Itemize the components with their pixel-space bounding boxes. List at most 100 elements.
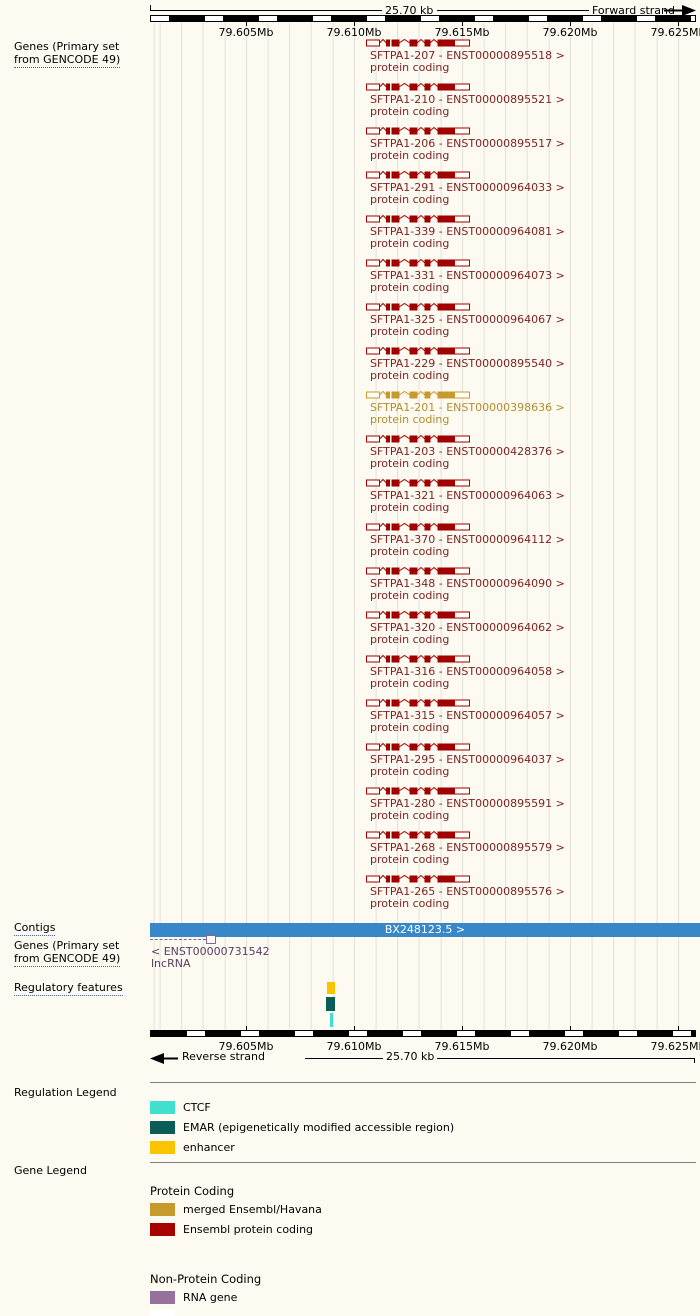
gene-model[interactable] xyxy=(366,126,470,136)
transcript-label[interactable]: SFTPA1-339 - ENST00000964081 > xyxy=(370,225,565,238)
transcript-row[interactable]: SFTPA1-268 - ENST00000895579 > protein c… xyxy=(366,830,686,866)
transcript-label[interactable]: SFTPA1-201 - ENST00000398636 > xyxy=(370,401,565,414)
transcript-label[interactable]: SFTPA1-206 - ENST00000895517 > xyxy=(370,137,565,150)
track-label-genes-2[interactable]: Genes (Primary set from GENCODE 49) xyxy=(14,939,121,967)
gene-model[interactable] xyxy=(366,786,470,796)
scale-length-label: 25.70 kb xyxy=(385,4,434,17)
transcript-biotype: protein coding xyxy=(370,501,450,514)
transcript-row[interactable]: SFTPA1-210 - ENST00000895521 > protein c… xyxy=(366,82,686,118)
gene-model[interactable] xyxy=(366,346,470,356)
transcript-row[interactable]: SFTPA1-370 - ENST00000964112 > protein c… xyxy=(366,522,686,558)
transcript-label[interactable]: SFTPA1-321 - ENST00000964063 > xyxy=(370,489,565,502)
gene-model[interactable] xyxy=(366,434,470,444)
track-label-genes-line2[interactable]: from GENCODE 49) xyxy=(14,53,121,68)
transcript-row[interactable]: SFTPA1-206 - ENST00000895517 > protein c… xyxy=(366,126,686,162)
legend-divider xyxy=(150,1162,696,1163)
emar-feature[interactable] xyxy=(326,997,335,1011)
transcript-label[interactable]: SFTPA1-203 - ENST00000428376 > xyxy=(370,445,565,458)
transcript-label[interactable]: SFTPA1-295 - ENST00000964037 > xyxy=(370,753,565,766)
transcript-row[interactable]: SFTPA1-325 - ENST00000964067 > protein c… xyxy=(366,302,686,338)
transcript-row[interactable]: SFTPA1-207 - ENST00000895518 > protein c… xyxy=(366,38,686,74)
enhancer-feature[interactable] xyxy=(327,982,335,994)
transcript-row[interactable]: SFTPA1-348 - ENST00000964090 > protein c… xyxy=(366,566,686,602)
ctcf-feature[interactable] xyxy=(330,1013,333,1027)
transcript-row[interactable]: SFTPA1-339 - ENST00000964081 > protein c… xyxy=(366,214,686,250)
scale-tick xyxy=(678,22,679,26)
transcript-label[interactable]: SFTPA1-370 - ENST00000964112 > xyxy=(370,533,565,546)
gene-model[interactable] xyxy=(366,698,470,708)
lncrna-transcript-label[interactable]: < ENST00000731542 xyxy=(151,945,270,958)
gene-model[interactable] xyxy=(366,82,470,92)
regulatory-label-text[interactable]: Regulatory features xyxy=(14,981,123,996)
track-label-regulatory-features[interactable]: Regulatory features xyxy=(14,981,123,996)
transcript-row[interactable]: SFTPA1-203 - ENST00000428376 > protein c… xyxy=(366,434,686,470)
transcript-biotype: protein coding xyxy=(370,677,450,690)
transcript-row[interactable]: SFTPA1-291 - ENST00000964033 > protein c… xyxy=(366,170,686,206)
transcript-biotype: protein coding xyxy=(370,281,450,294)
transcript-biotype: protein coding xyxy=(370,193,450,206)
scale-tick xyxy=(246,1026,247,1030)
transcript-label[interactable]: SFTPA1-280 - ENST00000895591 > xyxy=(370,797,565,810)
contigs-label-text[interactable]: Contigs xyxy=(14,921,56,936)
coordinate-label: 79.605Mb xyxy=(218,26,274,39)
legend-swatch xyxy=(150,1141,175,1154)
lncrna-gene-dashed-line[interactable] xyxy=(150,939,206,940)
transcript-biotype: protein coding xyxy=(370,765,450,778)
legend-item: merged Ensembl/Havana xyxy=(150,1203,322,1216)
transcript-row[interactable]: SFTPA1-295 - ENST00000964037 > protein c… xyxy=(366,742,686,778)
transcript-label[interactable]: SFTPA1-291 - ENST00000964033 > xyxy=(370,181,565,194)
forward-strand-arrow-icon xyxy=(664,5,696,16)
transcript-row[interactable]: SFTPA1-229 - ENST00000895540 > protein c… xyxy=(366,346,686,382)
track-label-genes2-line1[interactable]: Genes (Primary set xyxy=(14,939,120,952)
gene-model[interactable] xyxy=(366,874,470,884)
regulation-legend: CTCF EMAR (epigenetically modified acces… xyxy=(150,1101,454,1154)
gene-model[interactable] xyxy=(366,830,470,840)
scale-tick xyxy=(246,22,247,26)
lncrna-biotype: lncRNA xyxy=(151,957,191,970)
transcript-label[interactable]: SFTPA1-207 - ENST00000895518 > xyxy=(370,49,565,62)
coordinate-label: 79.615Mb xyxy=(434,1040,490,1053)
transcript-row[interactable]: SFTPA1-321 - ENST00000964063 > protein c… xyxy=(366,478,686,514)
legend-label: Ensembl protein coding xyxy=(183,1223,314,1236)
track-label-genes[interactable]: Genes (Primary set from GENCODE 49) xyxy=(14,40,121,68)
gene-model[interactable] xyxy=(366,38,470,48)
coordinate-label: 79.620Mb xyxy=(542,26,598,39)
transcript-row[interactable]: SFTPA1-316 - ENST00000964058 > protein c… xyxy=(366,654,686,690)
lncrna-gene-exon[interactable] xyxy=(206,935,216,944)
contig-bar[interactable]: BX248123.5 > xyxy=(150,923,700,937)
track-label-genes-line1[interactable]: Genes (Primary set xyxy=(14,40,120,53)
transcript-label[interactable]: SFTPA1-331 - ENST00000964073 > xyxy=(370,269,565,282)
transcript-label[interactable]: SFTPA1-268 - ENST00000895579 > xyxy=(370,841,565,854)
gene-legend-section-header: Protein Coding xyxy=(150,1184,235,1198)
transcript-biotype: protein coding xyxy=(370,457,450,470)
transcript-label[interactable]: SFTPA1-229 - ENST00000895540 > xyxy=(370,357,565,370)
transcript-label[interactable]: SFTPA1-348 - ENST00000964090 > xyxy=(370,577,565,590)
transcript-label[interactable]: SFTPA1-325 - ENST00000964067 > xyxy=(370,313,565,326)
gene-model[interactable] xyxy=(366,522,470,532)
transcript-row[interactable]: SFTPA1-315 - ENST00000964057 > protein c… xyxy=(366,698,686,734)
track-label-genes2-line2[interactable]: from GENCODE 49) xyxy=(14,952,121,967)
transcript-row[interactable]: SFTPA1-331 - ENST00000964073 > protein c… xyxy=(366,258,686,294)
gene-model[interactable] xyxy=(366,610,470,620)
track-label-contigs[interactable]: Contigs xyxy=(14,921,56,936)
transcript-label[interactable]: SFTPA1-320 - ENST00000964062 > xyxy=(370,621,565,634)
transcript-label[interactable]: SFTPA1-210 - ENST00000895521 > xyxy=(370,93,565,106)
gene-model[interactable] xyxy=(366,170,470,180)
transcript-row[interactable]: SFTPA1-265 - ENST00000895576 > protein c… xyxy=(366,874,686,910)
gene-model[interactable] xyxy=(366,302,470,312)
transcript-row[interactable]: SFTPA1-280 - ENST00000895591 > protein c… xyxy=(366,786,686,822)
transcript-row[interactable]: SFTPA1-201 - ENST00000398636 > protein c… xyxy=(366,390,686,426)
transcript-label[interactable]: SFTPA1-315 - ENST00000964057 > xyxy=(370,709,565,722)
gene-model[interactable] xyxy=(366,214,470,224)
gene-model[interactable] xyxy=(366,478,470,488)
transcript-label[interactable]: SFTPA1-316 - ENST00000964058 > xyxy=(370,665,565,678)
gene-model[interactable] xyxy=(366,742,470,752)
non-protein-coding-legend: RNA gene xyxy=(150,1291,237,1304)
gene-model[interactable] xyxy=(366,654,470,664)
gene-model[interactable] xyxy=(366,258,470,268)
gene-model[interactable] xyxy=(366,390,470,400)
gene-model[interactable] xyxy=(366,566,470,576)
transcript-row[interactable]: SFTPA1-320 - ENST00000964062 > protein c… xyxy=(366,610,686,646)
transcript-label[interactable]: SFTPA1-265 - ENST00000895576 > xyxy=(370,885,565,898)
transcript-biotype: protein coding xyxy=(370,809,450,822)
